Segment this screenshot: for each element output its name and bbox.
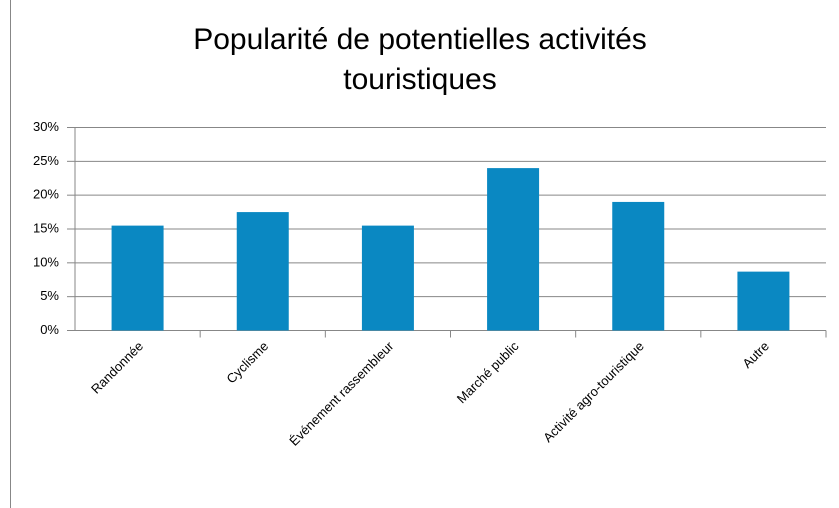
x-tick-label: Randonnée <box>88 338 146 396</box>
y-tick-label: 0% <box>40 322 59 337</box>
bar <box>236 212 289 331</box>
bar <box>737 271 790 331</box>
x-tick-label: Activité agro-touristique <box>540 338 647 445</box>
chart-title: Popularité de potentielles activités tou… <box>193 23 647 96</box>
y-tick-label: 15% <box>33 220 59 235</box>
x-tick-label: Cyclisme <box>223 338 271 386</box>
chart-border <box>10 0 11 508</box>
y-tick-label: 20% <box>33 187 59 202</box>
y-tick-label: 30% <box>33 119 59 134</box>
bar <box>111 225 164 331</box>
x-tick-label: Marché public <box>454 338 522 406</box>
x-tick-label: Autre <box>739 338 772 371</box>
bar <box>612 201 665 331</box>
y-tick-label: 25% <box>33 153 59 168</box>
bar <box>487 168 540 331</box>
x-tick-label: Événement rassembleur <box>286 338 397 449</box>
y-tick-label: 5% <box>40 288 59 303</box>
y-tick-label: 10% <box>33 254 59 269</box>
bar <box>361 225 414 331</box>
